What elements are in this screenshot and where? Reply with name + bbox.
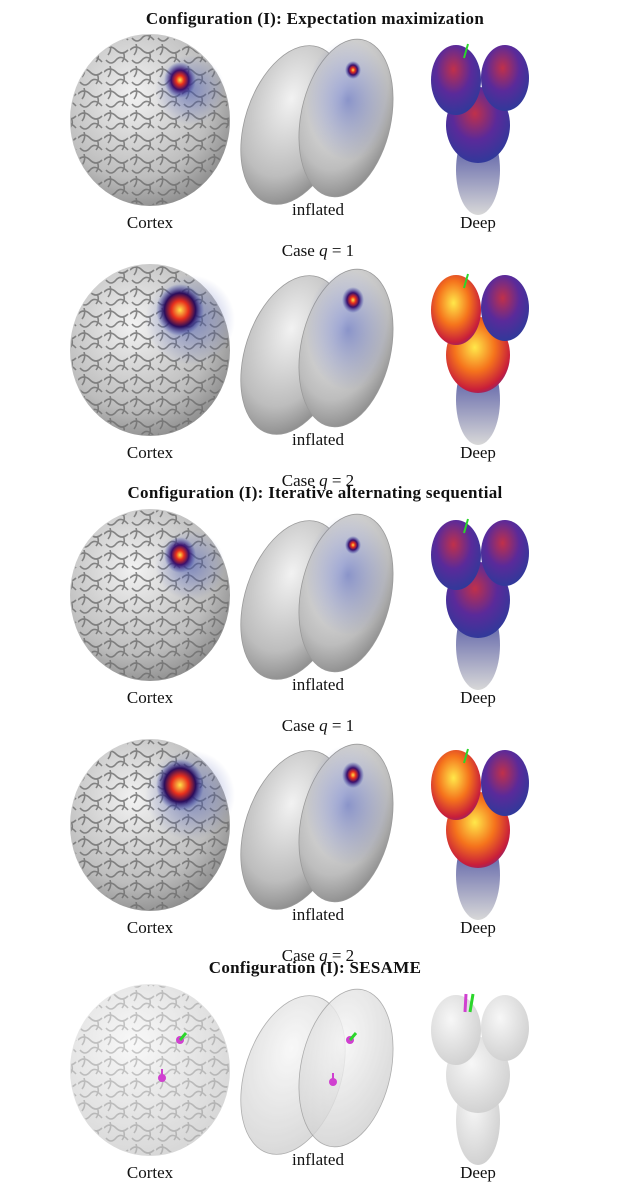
left-thalamus xyxy=(431,995,481,1065)
right-thalamus xyxy=(481,275,529,341)
case-caption: Case q = 1 xyxy=(282,241,354,260)
caption-value: = 2 xyxy=(332,471,354,490)
right-lobe xyxy=(298,988,394,1148)
view-label: inflated xyxy=(292,200,344,219)
activity-haze xyxy=(306,40,390,160)
dipole xyxy=(463,993,468,1013)
left-thalamus xyxy=(431,275,481,345)
section-title: Configuration (I): SESAME xyxy=(209,958,421,977)
view-label: inflated xyxy=(292,430,344,449)
view-label: Deep xyxy=(460,213,496,232)
dipole xyxy=(463,748,469,764)
activity-hotspot xyxy=(156,759,204,811)
view-label: Cortex xyxy=(127,1163,174,1182)
view-label: Deep xyxy=(460,918,496,937)
view-label: Deep xyxy=(460,443,496,462)
caption-prefix: Case xyxy=(282,946,315,965)
panel-row xyxy=(70,984,529,1165)
view-label: inflated xyxy=(292,1150,344,1169)
caption-prefix: Case xyxy=(282,241,315,260)
dipole xyxy=(468,993,475,1013)
left-thalamus xyxy=(431,520,481,590)
dipole xyxy=(463,518,469,534)
view-label: inflated xyxy=(292,905,344,924)
left-thalamus xyxy=(431,45,481,115)
activity-hotspot xyxy=(342,287,364,313)
section-title: Configuration (I): Expectation maximizat… xyxy=(146,9,484,28)
caption-variable: q xyxy=(319,471,328,490)
right-thalamus xyxy=(481,520,529,586)
panel-row xyxy=(70,739,529,920)
caption-value: = 1 xyxy=(332,241,354,260)
activity-hotspot xyxy=(164,537,196,573)
caption-value: = 1 xyxy=(332,716,354,735)
dipole xyxy=(348,1032,358,1041)
right-thalamus xyxy=(481,45,529,111)
activity-hotspot xyxy=(345,61,361,79)
caption-variable: q xyxy=(319,716,328,735)
cortex-gyri xyxy=(71,985,229,1155)
activity-haze xyxy=(306,515,390,635)
view-label: Deep xyxy=(460,688,496,707)
panel-row xyxy=(70,34,529,215)
left-thalamus xyxy=(431,750,481,820)
activity-haze xyxy=(306,270,390,390)
activity-hotspot xyxy=(342,762,364,788)
dipole xyxy=(178,1032,188,1041)
dipole xyxy=(463,273,469,289)
case-caption: Case q = 1 xyxy=(282,716,354,735)
view-label: Deep xyxy=(460,1163,496,1182)
view-label: Cortex xyxy=(127,213,174,232)
view-label: Cortex xyxy=(127,688,174,707)
case-caption: Case q = 2 xyxy=(282,471,354,490)
case-caption: Case q = 2 xyxy=(282,946,354,965)
caption-variable: q xyxy=(319,241,328,260)
view-label: Cortex xyxy=(127,443,174,462)
right-thalamus xyxy=(481,750,529,816)
panel-row xyxy=(70,509,529,690)
section-title: Configuration (I): Iterative alternating… xyxy=(127,483,502,502)
activity-haze xyxy=(306,745,390,865)
view-label: inflated xyxy=(292,675,344,694)
activity-hotspot xyxy=(164,62,196,98)
activity-hotspot xyxy=(156,284,204,336)
caption-variable: q xyxy=(319,946,328,965)
panel-row xyxy=(70,264,529,445)
right-thalamus xyxy=(481,995,529,1061)
caption-prefix: Case xyxy=(282,471,315,490)
caption-prefix: Case xyxy=(282,716,315,735)
dipole xyxy=(463,43,469,59)
activity-hotspot xyxy=(345,536,361,554)
caption-value: = 2 xyxy=(332,946,354,965)
view-label: Cortex xyxy=(127,918,174,937)
